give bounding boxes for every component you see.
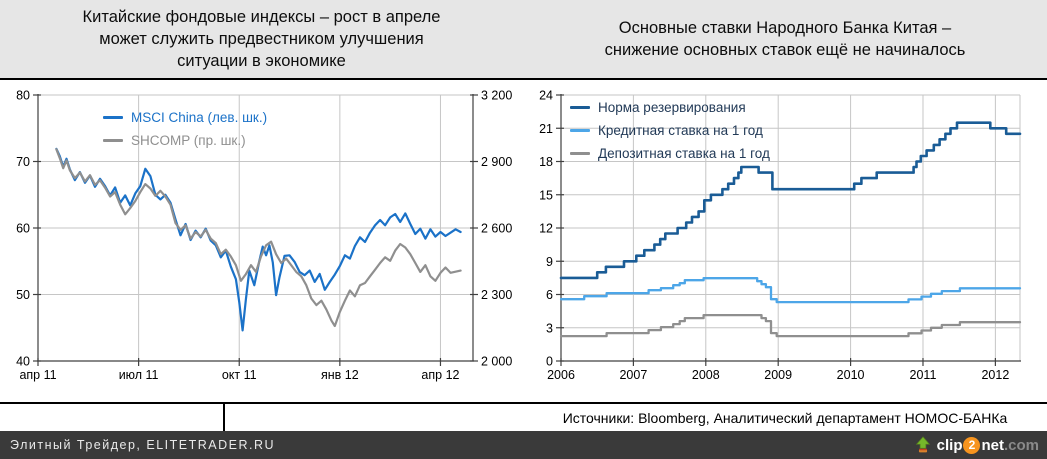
svg-text:60: 60 — [16, 222, 30, 236]
right-chart-title: Основные ставки Народного Банка Китая – … — [523, 0, 1047, 78]
svg-text:янв 12: янв 12 — [321, 368, 359, 382]
legend-marker — [570, 106, 590, 109]
right-chart-plot: 0 3 6 9 12 15 18 21 24 2006 2007 2008 2009 2010 2011 20… — [539, 89, 1022, 382]
legend-item-shcomp: SHCOMP (пр. шк.) — [103, 129, 267, 152]
svg-text:24: 24 — [539, 89, 553, 103]
sources-strip: Источники: Bloomberg, Аналитический депа… — [0, 402, 1047, 431]
svg-text:18: 18 — [539, 155, 553, 169]
sources-note: Источники: Bloomberg, Аналитический депа… — [562, 409, 1008, 426]
legend-label: Депозитная ставка на 1 год — [598, 146, 770, 161]
svg-text:80: 80 — [16, 89, 30, 103]
svg-text:40: 40 — [16, 355, 30, 369]
right-chart-legend: Норма резервирования Кредитная ставка на… — [570, 96, 770, 165]
svg-text:9: 9 — [546, 255, 553, 269]
left-title-line-1: Китайские фондовые индексы – рост в апре… — [82, 8, 441, 26]
footer-divider — [223, 404, 225, 431]
svg-text:2007: 2007 — [619, 368, 647, 382]
svg-text:12: 12 — [539, 222, 553, 236]
legend-item-lending-rate: Кредитная ставка на 1 год — [570, 119, 770, 142]
svg-text:апр 12: апр 12 — [421, 368, 459, 382]
header: Китайские фондовые индексы – рост в апре… — [0, 0, 1047, 80]
legend-item-reserve-ratio: Норма резервирования — [570, 96, 770, 119]
left-title-line-2: может служить предвестником улучшения — [99, 30, 424, 48]
svg-text:50: 50 — [16, 288, 30, 302]
logo-net-text: net — [981, 436, 1004, 454]
svg-text:2009: 2009 — [764, 368, 792, 382]
svg-text:70: 70 — [16, 155, 30, 169]
legend-marker — [103, 116, 123, 119]
bottom-bar: Элитный Трейдер, ELITETRADER.RU clip 2 n… — [0, 431, 1047, 459]
legend-label: Кредитная ставка на 1 год — [598, 123, 763, 138]
svg-text:0: 0 — [546, 355, 553, 369]
svg-text:2012: 2012 — [981, 368, 1009, 382]
left-chart-panel: 40 50 60 70 80 2 000 2 300 2 600 2 900 3 200 апр 1… — [0, 80, 523, 402]
svg-text:2 300: 2 300 — [481, 288, 512, 302]
legend-marker — [570, 129, 590, 132]
right-chart-panel: 0 3 6 9 12 15 18 21 24 2006 2007 2008 2009 2010 2011 20… — [523, 80, 1047, 402]
site-credit: Элитный Трейдер, ELITETRADER.RU — [10, 438, 276, 452]
legend-item-msci-china: MSCI China (лев. шк.) — [103, 106, 267, 129]
svg-text:2006: 2006 — [547, 368, 575, 382]
svg-text:3: 3 — [546, 321, 553, 335]
logo-clip-text: clip — [936, 436, 963, 454]
legend-marker — [103, 139, 123, 142]
svg-text:2010: 2010 — [837, 368, 865, 382]
svg-text:2011: 2011 — [910, 368, 937, 382]
svg-text:окт 11: окт 11 — [222, 368, 257, 382]
svg-text:3 200: 3 200 — [481, 89, 512, 103]
legend-item-deposit-rate: Депозитная ставка на 1 год — [570, 142, 770, 165]
legend-label: MSCI China (лев. шк.) — [131, 110, 268, 125]
svg-text:2008: 2008 — [692, 368, 720, 382]
clip2net-two-badge: 2 — [963, 436, 981, 454]
logo-dotcom-text: .com — [1003, 436, 1039, 454]
svg-text:21: 21 — [539, 122, 553, 136]
legend-label: Норма резервирования — [598, 100, 746, 115]
left-title-line-3: ситуации в экономике — [177, 52, 346, 70]
right-title-line-1: Основные ставки Народного Банка Китая – — [618, 19, 952, 37]
left-chart-plot: 40 50 60 70 80 2 000 2 300 2 600 2 900 3 200 апр 1… — [16, 89, 512, 383]
legend-marker — [570, 152, 590, 155]
right-title-line-2: снижение основных ставок ещё не начинало… — [604, 41, 966, 59]
left-chart-legend: MSCI China (лев. шк.) SHCOMP (пр. шк.) — [103, 106, 267, 152]
upload-arrow-icon — [914, 436, 932, 454]
clip2net-logo: clip 2 net .com — [914, 436, 1039, 454]
svg-text:6: 6 — [546, 288, 553, 302]
left-chart-title: Китайские фондовые индексы – рост в апре… — [0, 0, 523, 78]
svg-text:2 900: 2 900 — [481, 155, 512, 169]
svg-text:15: 15 — [539, 188, 553, 202]
svg-text:2 600: 2 600 — [481, 222, 512, 236]
svg-text:июл 11: июл 11 — [119, 368, 159, 382]
svg-text:апр 11: апр 11 — [19, 368, 56, 382]
legend-label: SHCOMP (пр. шк.) — [131, 133, 246, 148]
svg-text:2 000: 2 000 — [481, 355, 512, 369]
